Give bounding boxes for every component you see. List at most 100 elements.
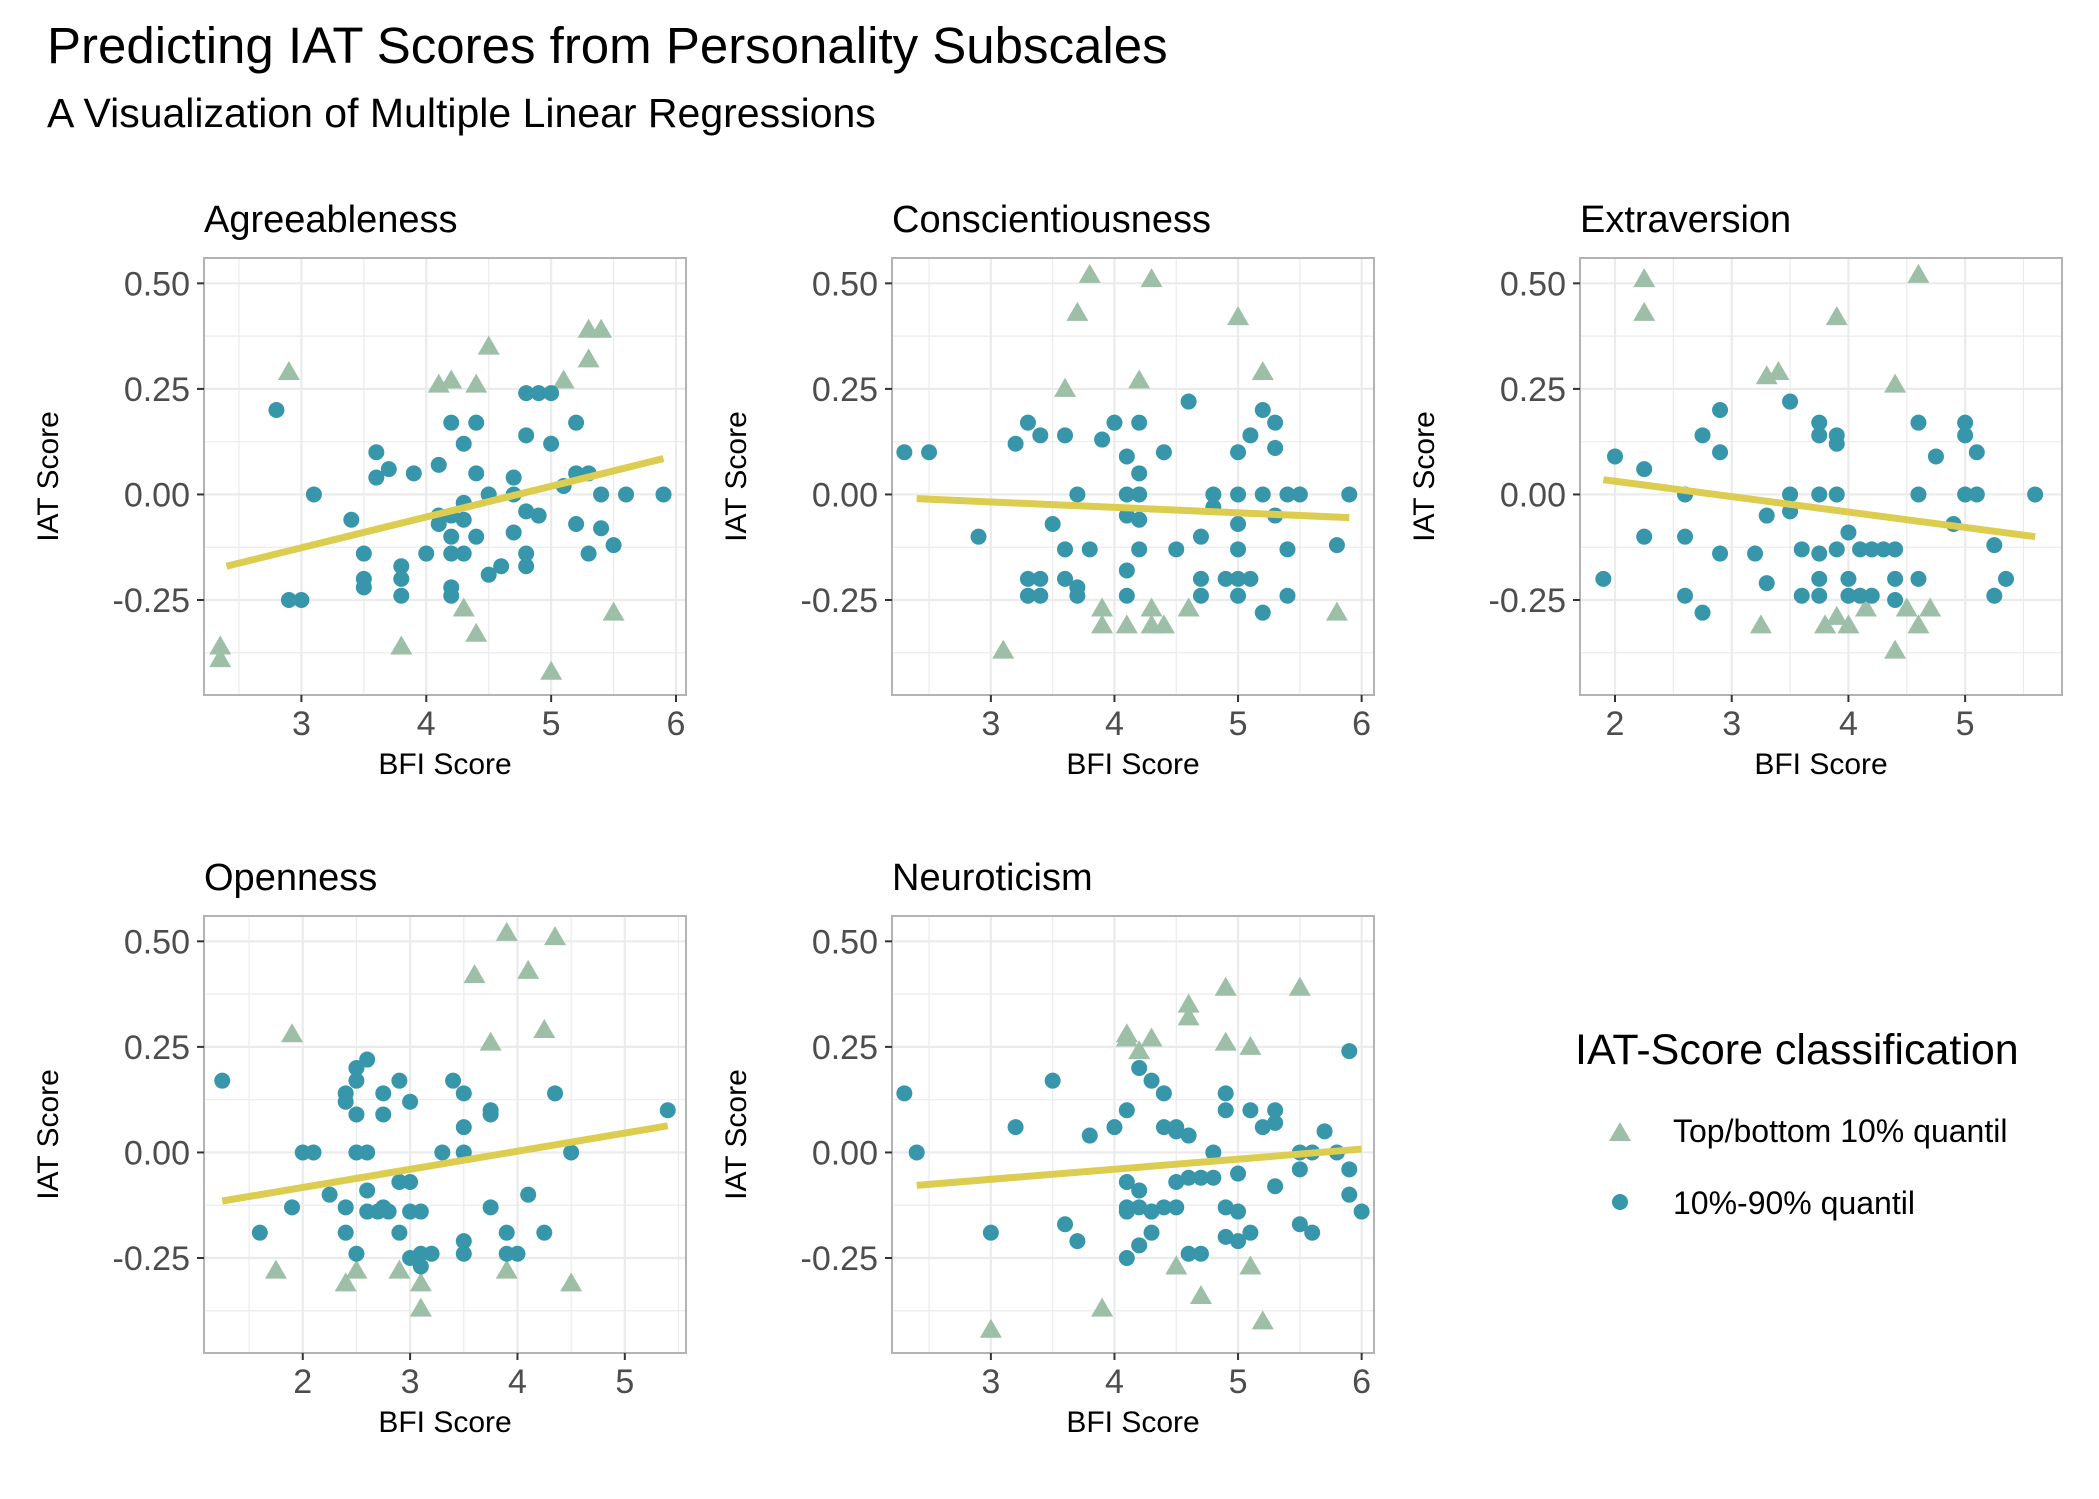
middle-point <box>1341 486 1358 503</box>
middle-point <box>896 1085 913 1102</box>
panel-title: Neuroticism <box>892 857 1093 899</box>
middle-point <box>443 587 460 604</box>
extreme-point <box>590 318 613 338</box>
middle-point <box>455 545 472 562</box>
middle-point <box>348 1060 365 1076</box>
middle-point <box>1782 486 1799 503</box>
middle-point <box>1081 541 1098 558</box>
middle-point <box>1118 448 1135 465</box>
middle-point <box>1069 486 1086 503</box>
middle-point <box>1094 431 1111 448</box>
panel-border <box>1579 257 2063 696</box>
middle-point <box>337 1224 354 1241</box>
panel-border <box>891 915 1375 1354</box>
middle-point <box>1057 1216 1074 1233</box>
extreme-point <box>1054 377 1077 397</box>
middle-point <box>380 1203 397 1220</box>
middle-point <box>1254 1119 1271 1136</box>
y-axis-label: IAT Score <box>720 1069 753 1200</box>
middle-point <box>1279 541 1296 558</box>
middle-point <box>1143 1203 1160 1220</box>
extreme-point <box>477 335 500 355</box>
middle-point <box>1242 1102 1259 1119</box>
middle-point <box>1118 1102 1135 1119</box>
x-axis-label: BFI Score <box>1066 1406 1199 1439</box>
middle-point <box>1279 587 1296 604</box>
middle-point <box>518 427 535 444</box>
chart-title: Predicting IAT Scores from Personality S… <box>47 17 1168 74</box>
middle-point <box>1267 1102 1284 1119</box>
extreme-point <box>1214 976 1237 996</box>
middle-point <box>1131 465 1148 482</box>
middle-point <box>480 566 497 583</box>
middle-point <box>434 1144 451 1161</box>
middle-point <box>1168 1123 1185 1140</box>
extreme-point <box>452 597 475 617</box>
middle-point <box>1887 541 1904 558</box>
x-axis-label: BFI Score <box>1066 748 1199 781</box>
middle-point <box>1595 570 1612 587</box>
extreme-point <box>277 361 300 380</box>
middle-point <box>430 516 447 532</box>
y-tick-label: -0.25 <box>801 1240 879 1278</box>
middle-point <box>520 1186 537 1203</box>
extreme-point <box>495 1259 518 1279</box>
middle-point <box>1607 448 1624 465</box>
middle-point <box>1852 541 1869 558</box>
middle-point <box>405 465 422 482</box>
middle-point <box>355 579 372 596</box>
extreme-point <box>1214 1031 1237 1051</box>
middle-point <box>1155 1199 1172 1216</box>
x-axis-label: BFI Score <box>1754 748 1887 781</box>
legend-key-triangle <box>1609 1122 1631 1141</box>
y-tick-label: 0.00 <box>812 1134 878 1172</box>
x-tick-label: 6 <box>667 705 686 743</box>
middle-point <box>1143 1072 1160 1089</box>
y-tick-label: 0.00 <box>124 476 190 514</box>
middle-point <box>305 486 322 503</box>
middle-point <box>1254 604 1271 621</box>
extreme-point <box>1189 1285 1212 1304</box>
x-tick-label: 6 <box>1352 705 1371 743</box>
middle-point <box>1986 537 2003 554</box>
x-tick-label: 4 <box>508 1363 527 1401</box>
middle-point <box>368 469 385 486</box>
extreme-point <box>1825 306 1848 326</box>
middle-point <box>482 1106 499 1123</box>
middle-point <box>284 1199 301 1216</box>
y-axis-label: IAT Score <box>32 1069 65 1200</box>
y-axis-label: IAT Score <box>1408 411 1441 542</box>
middle-point <box>1291 486 1308 503</box>
middle-point <box>908 1144 925 1161</box>
extreme-point <box>390 635 413 655</box>
middle-point <box>1254 402 1271 418</box>
middle-point <box>1811 427 1828 444</box>
extreme-point <box>1907 263 1930 283</box>
middle-point <box>455 1085 472 1102</box>
extreme-point <box>388 1259 411 1279</box>
middle-point <box>391 1224 408 1241</box>
middle-point <box>455 511 472 528</box>
x-tick-label: 4 <box>417 705 436 743</box>
extreme-point <box>1177 993 1200 1013</box>
middle-point <box>337 1199 354 1216</box>
y-axis-label: IAT Score <box>720 411 753 542</box>
regression-line <box>1602 476 2036 541</box>
extreme-point <box>517 959 540 979</box>
extreme-point <box>1288 976 1311 996</box>
y-tick-label: -0.25 <box>1489 582 1567 620</box>
middle-point <box>393 558 410 575</box>
middle-point <box>1677 528 1694 545</box>
middle-point <box>1840 587 1857 604</box>
extreme-point <box>1251 361 1274 380</box>
panel-extraversion: 2 3 4 5 -0.25 0.00 0.25 0.50 Extraversion BFI Sco… <box>1408 199 2063 781</box>
middle-point <box>1217 1228 1234 1245</box>
x-tick-label: 5 <box>1229 1363 1248 1401</box>
middle-point <box>1304 1224 1321 1241</box>
extreme-point <box>209 648 232 668</box>
legend-key-circle <box>1612 1194 1628 1210</box>
middle-point <box>1968 486 1985 503</box>
middle-point <box>1811 587 1828 604</box>
extreme-point <box>495 921 518 941</box>
middle-point <box>393 587 410 604</box>
